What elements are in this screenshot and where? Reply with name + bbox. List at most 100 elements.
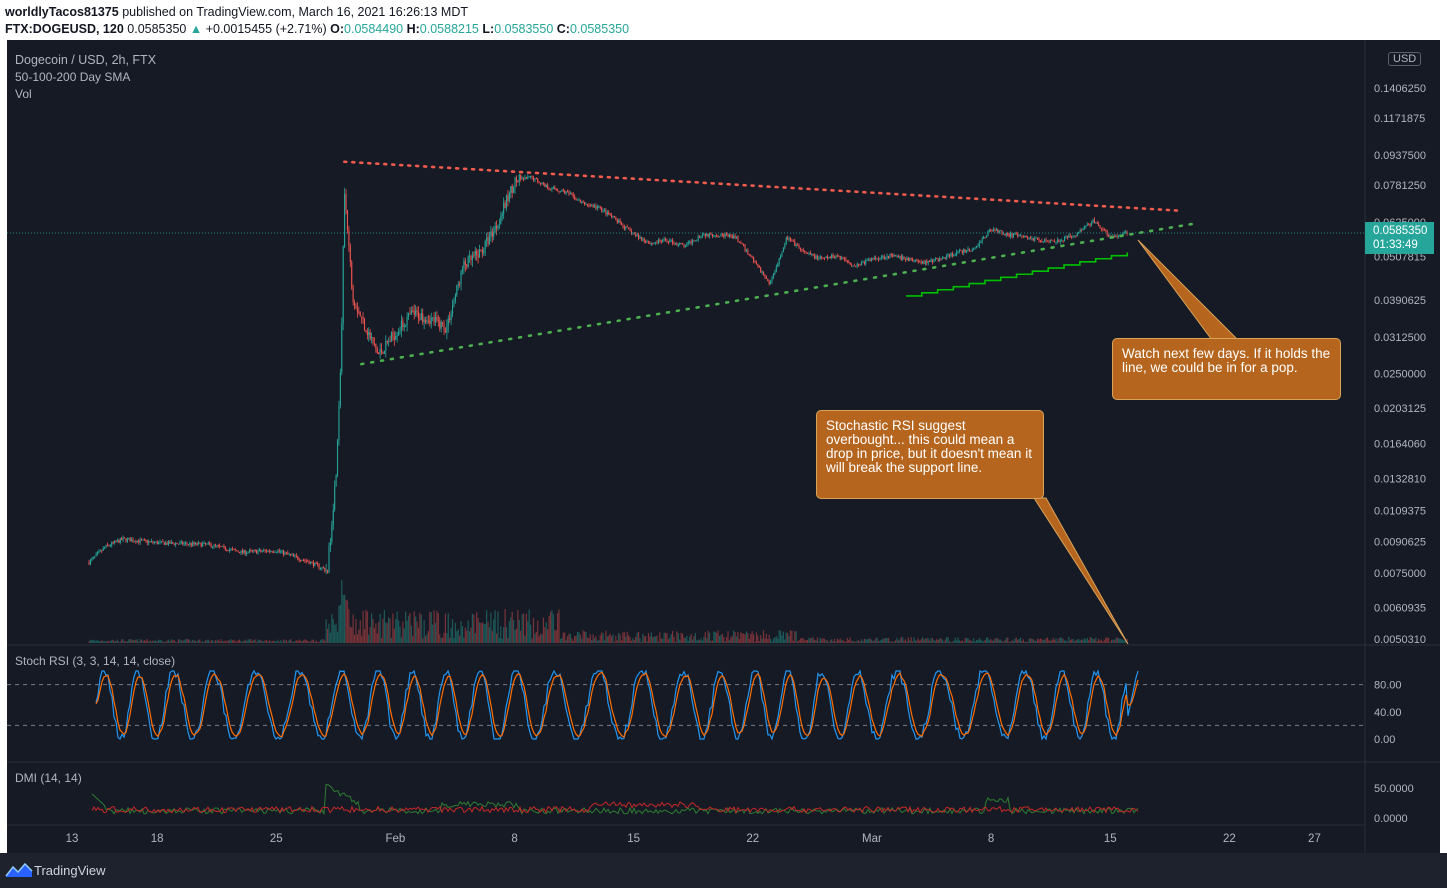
volume-bar [596,640,598,643]
candle-body [872,257,874,260]
volume-bar [929,640,931,643]
volume-bar [522,613,525,643]
callout-note-stoch[interactable]: Stochastic RSI suggest overbought... thi… [816,410,1044,499]
candle-body [517,181,519,182]
volume-bar [927,638,929,643]
candle-body [1037,237,1039,240]
volume-bar [1044,639,1046,643]
candle-body [870,257,872,262]
volume-bar [1017,639,1019,643]
stoch-title[interactable]: Stoch RSI (3, 3, 14, 14, close) [15,654,176,668]
candle-body [882,256,884,258]
candle-body [1038,239,1040,241]
volume-bar [792,640,794,643]
volume-bar [708,632,711,643]
volume-bar [528,609,530,643]
candle-body [806,252,809,254]
candle-body [602,210,604,212]
candle-body [822,257,824,259]
candle-body [486,237,488,241]
callout-note-watch[interactable]: Watch next few days. If it holds the lin… [1112,338,1341,400]
dmi-tick-label: 0.0000 [1374,813,1408,825]
author-name[interactable]: worldlyTacos81375 [5,5,119,19]
volume-bar [1117,638,1120,643]
candle-body [531,176,533,177]
candle-body [528,176,530,178]
candle-body [521,178,523,180]
candle-body [481,250,483,254]
volume-bar [592,634,594,643]
volume-bar [258,640,261,643]
candle-body [717,235,719,237]
volume-bar [257,639,259,643]
candle-body [331,525,333,542]
tradingview-logo-icon[interactable] [5,861,33,879]
volume-bar [612,634,614,643]
candle-body [1115,236,1117,237]
candle-body [334,486,336,510]
dmi-title[interactable]: DMI (14, 14) [15,771,82,785]
volume-bar [645,635,647,643]
volume-bar [907,637,909,643]
volume-bar [295,640,297,643]
volume-bar [1119,638,1121,643]
volume-bar [138,641,140,643]
legend-vol[interactable]: Vol [15,87,32,101]
candle-body [728,234,730,237]
candle-body [104,547,106,549]
volume-bar [355,619,357,643]
candle-body [256,550,258,554]
volume-bar [603,640,606,643]
volume-bar [386,623,388,643]
volume-bar [889,641,891,643]
callout-pointer [1033,497,1129,645]
chart-area[interactable]: 80.00 40.00 0.00 50.0000 0.0000 0.1406250 0.… [7,40,1440,853]
volume-bar [663,632,665,643]
volume-bar [417,627,420,643]
volume-bar [964,637,966,643]
candle-body [785,237,787,245]
candle-body [422,313,424,323]
footer-brand[interactable]: TradingView [34,863,106,878]
candle-body [396,335,398,337]
candle-body [456,285,458,296]
volume-bar [632,638,634,643]
legend-sma[interactable]: 50-100-200 Day SMA [15,70,131,84]
volume-bar [1056,641,1059,643]
currency-button[interactable]: USD [1388,52,1422,66]
volume-bar [852,640,854,643]
candle-body [395,335,397,340]
candle-body [716,235,718,237]
volume-bar [315,640,317,643]
price-tick-label: 0.0164060 [1374,438,1426,450]
candle-body [666,240,668,242]
volume-bar [978,638,980,643]
volume-bar [498,637,500,643]
volume-bar [505,627,508,643]
volume-bar [121,639,123,643]
volume-bar [335,623,337,643]
volume-bar [345,599,347,643]
candle-body [745,250,748,251]
candle-body [713,235,715,237]
candle-body [302,560,304,561]
volume-bar [89,639,92,643]
candle-body [849,262,851,265]
candle-body [230,548,232,550]
candle-body [711,234,713,237]
candle-body [549,188,552,191]
volume-bar [146,639,148,643]
candle-body [613,216,615,218]
candle-body [1015,233,1017,235]
candle-body [459,283,461,285]
candle-body [202,543,204,547]
volume-bar [119,641,121,643]
candle-body [860,262,863,266]
candle-body [399,330,401,333]
volume-bar [338,605,340,643]
volume-bar [366,611,368,643]
time-tick-label: 27 [1308,833,1321,845]
volume-bar [714,631,716,643]
volume-bar [468,631,471,643]
